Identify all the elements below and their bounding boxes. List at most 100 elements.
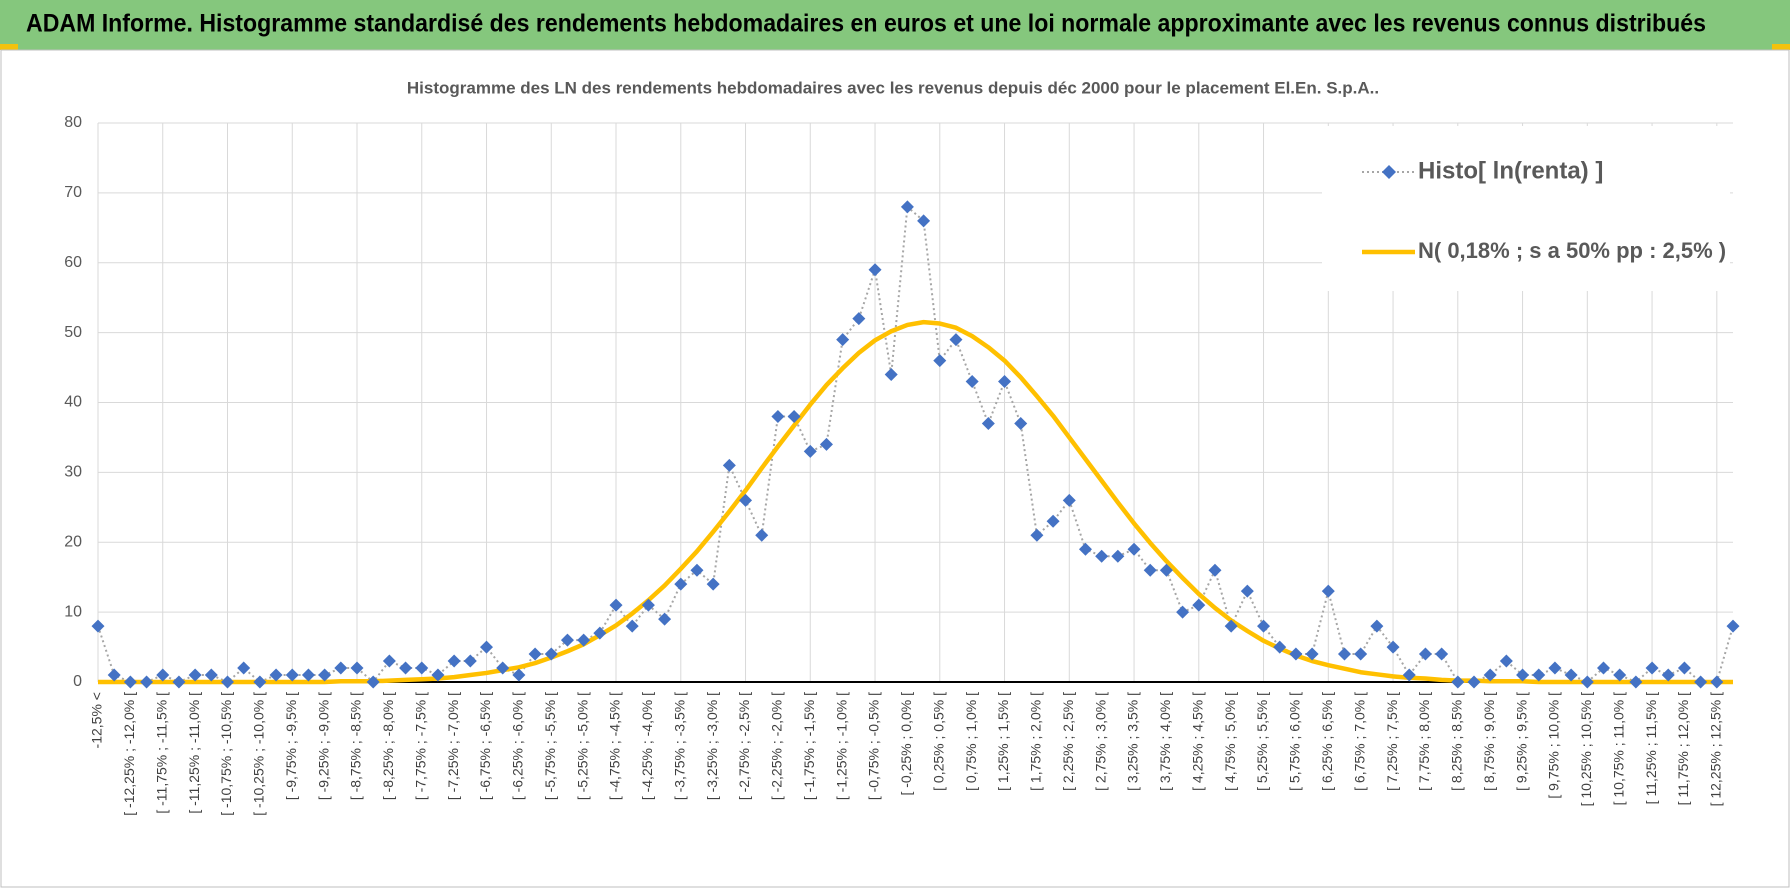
x-tick-label: [ 4,25% ; 4,5% [ [1189, 692, 1205, 791]
x-tick-label: [ 2,25% ; 2,5% [ [1060, 692, 1076, 791]
data-point [512, 668, 526, 682]
data-point [1677, 661, 1691, 675]
data-point [1613, 668, 1627, 682]
data-point [1062, 493, 1076, 507]
data-point [965, 375, 979, 389]
data-point [123, 675, 137, 689]
legend-label: Histo[ ln(renta) ] [1418, 157, 1603, 184]
x-tick-label: [ -5,25% ; -5,0% [ [574, 692, 590, 800]
data-point [1370, 619, 1384, 633]
data-point [884, 368, 898, 382]
data-point [480, 640, 494, 654]
data-point [399, 661, 413, 675]
x-tick-label: [ -12,25% ; -12,0% [ [121, 692, 137, 816]
data-point [1289, 647, 1303, 661]
data-point [1564, 668, 1578, 682]
data-point [1337, 647, 1351, 661]
data-point [350, 661, 364, 675]
x-tick-label: [ 3,75% ; 4,0% [ [1157, 692, 1173, 791]
x-tick-label: [ -1,25% ; -1,0% [ [833, 692, 849, 800]
chart-title: Histogramme des LN des rendements hebdom… [407, 78, 1379, 97]
data-point [188, 668, 202, 682]
data-point [1224, 619, 1238, 633]
data-point [318, 668, 332, 682]
data-point [900, 200, 914, 214]
data-point [496, 661, 510, 675]
data-point [253, 675, 267, 689]
x-tick-label: -12,5% < [89, 692, 105, 748]
data-point [91, 619, 105, 633]
data-point [625, 619, 639, 633]
x-tick-label: [ 8,25% ; 8,5% [ [1449, 692, 1465, 791]
data-point [1532, 668, 1546, 682]
y-tick-label: 70 [64, 184, 82, 201]
data-point [1483, 668, 1497, 682]
x-tick-label: [ 3,25% ; 3,5% [ [1125, 692, 1141, 791]
x-tick-label: [ -3,25% ; -3,0% [ [704, 692, 720, 800]
x-tick-label: [ 5,75% ; 6,0% [ [1287, 692, 1303, 791]
x-tick-label: [ -9,25% ; -9,0% [ [315, 692, 331, 800]
data-point [1548, 661, 1562, 675]
x-tick-label: [ -6,25% ; -6,0% [ [510, 692, 526, 800]
data-point [739, 493, 753, 507]
data-point [1273, 640, 1287, 654]
x-tick-label: [ -11,75% ; -11,5% [ [153, 692, 169, 814]
data-point [1257, 619, 1271, 633]
data-point [1661, 668, 1675, 682]
data-point [382, 654, 396, 668]
data-point [1451, 675, 1465, 689]
y-tick-label: 0 [73, 673, 82, 690]
data-point [172, 675, 186, 689]
data-point [1402, 668, 1416, 682]
data-point [1710, 675, 1724, 689]
data-point [1418, 647, 1432, 661]
data-point [544, 647, 558, 661]
y-tick-label: 40 [64, 394, 82, 411]
data-point [1192, 598, 1206, 612]
data-point [1030, 528, 1044, 542]
x-tick-label: [ -5,75% ; -5,5% [ [542, 692, 558, 800]
data-point [156, 668, 170, 682]
x-tick-label: [ 9,25% ; 9,5% [ [1513, 692, 1529, 791]
data-point [706, 577, 720, 591]
data-point [204, 668, 218, 682]
data-point [1321, 584, 1335, 598]
x-tick-label: [ -6,75% ; -6,5% [ [477, 692, 493, 800]
x-tick-label: [ -9,75% ; -9,5% [ [283, 692, 299, 800]
x-tick-label: [ -10,25% ; -10,0% [ [251, 692, 267, 816]
data-point [1078, 542, 1092, 556]
data-point [641, 598, 655, 612]
x-tick-label: [ -1,75% ; -1,5% [ [801, 692, 817, 800]
data-point [609, 598, 623, 612]
data-point [431, 668, 445, 682]
data-point [463, 654, 477, 668]
x-tick-label: [ -3,75% ; -3,5% [ [671, 692, 687, 800]
x-tick-label: [ -11,25% ; -11,0% [ [186, 692, 202, 814]
y-tick-label: 50 [64, 324, 82, 341]
data-point [755, 528, 769, 542]
data-point [415, 661, 429, 675]
x-tick-label: [ 12,25% ; 12,5% [ [1708, 692, 1724, 807]
data-point [1111, 549, 1125, 563]
x-tick-label: [ 9,75% ; 10,0% [ [1546, 692, 1562, 799]
data-point [998, 375, 1012, 389]
y-tick-label: 80 [64, 114, 82, 131]
data-point [107, 668, 121, 682]
data-point [1208, 563, 1222, 577]
x-tick-label: [ 1,75% ; 2,0% [ [1028, 692, 1044, 791]
data-point [1694, 675, 1708, 689]
x-tick-label: [ 11,75% ; 12,0% [ [1675, 692, 1691, 805]
data-point [1629, 675, 1643, 689]
x-tick-label: [ -0,25% ; 0,0% [ [898, 692, 914, 796]
data-point [140, 675, 154, 689]
data-point [1014, 416, 1028, 430]
data-point [528, 647, 542, 661]
chart-border [0, 49, 1790, 888]
data-point [836, 333, 850, 347]
y-tick-label: 20 [64, 533, 82, 550]
data-point [787, 409, 801, 423]
data-point [237, 661, 251, 675]
data-point [1645, 661, 1659, 675]
x-tick-label: [ 8,75% ; 9,0% [ [1481, 692, 1497, 791]
